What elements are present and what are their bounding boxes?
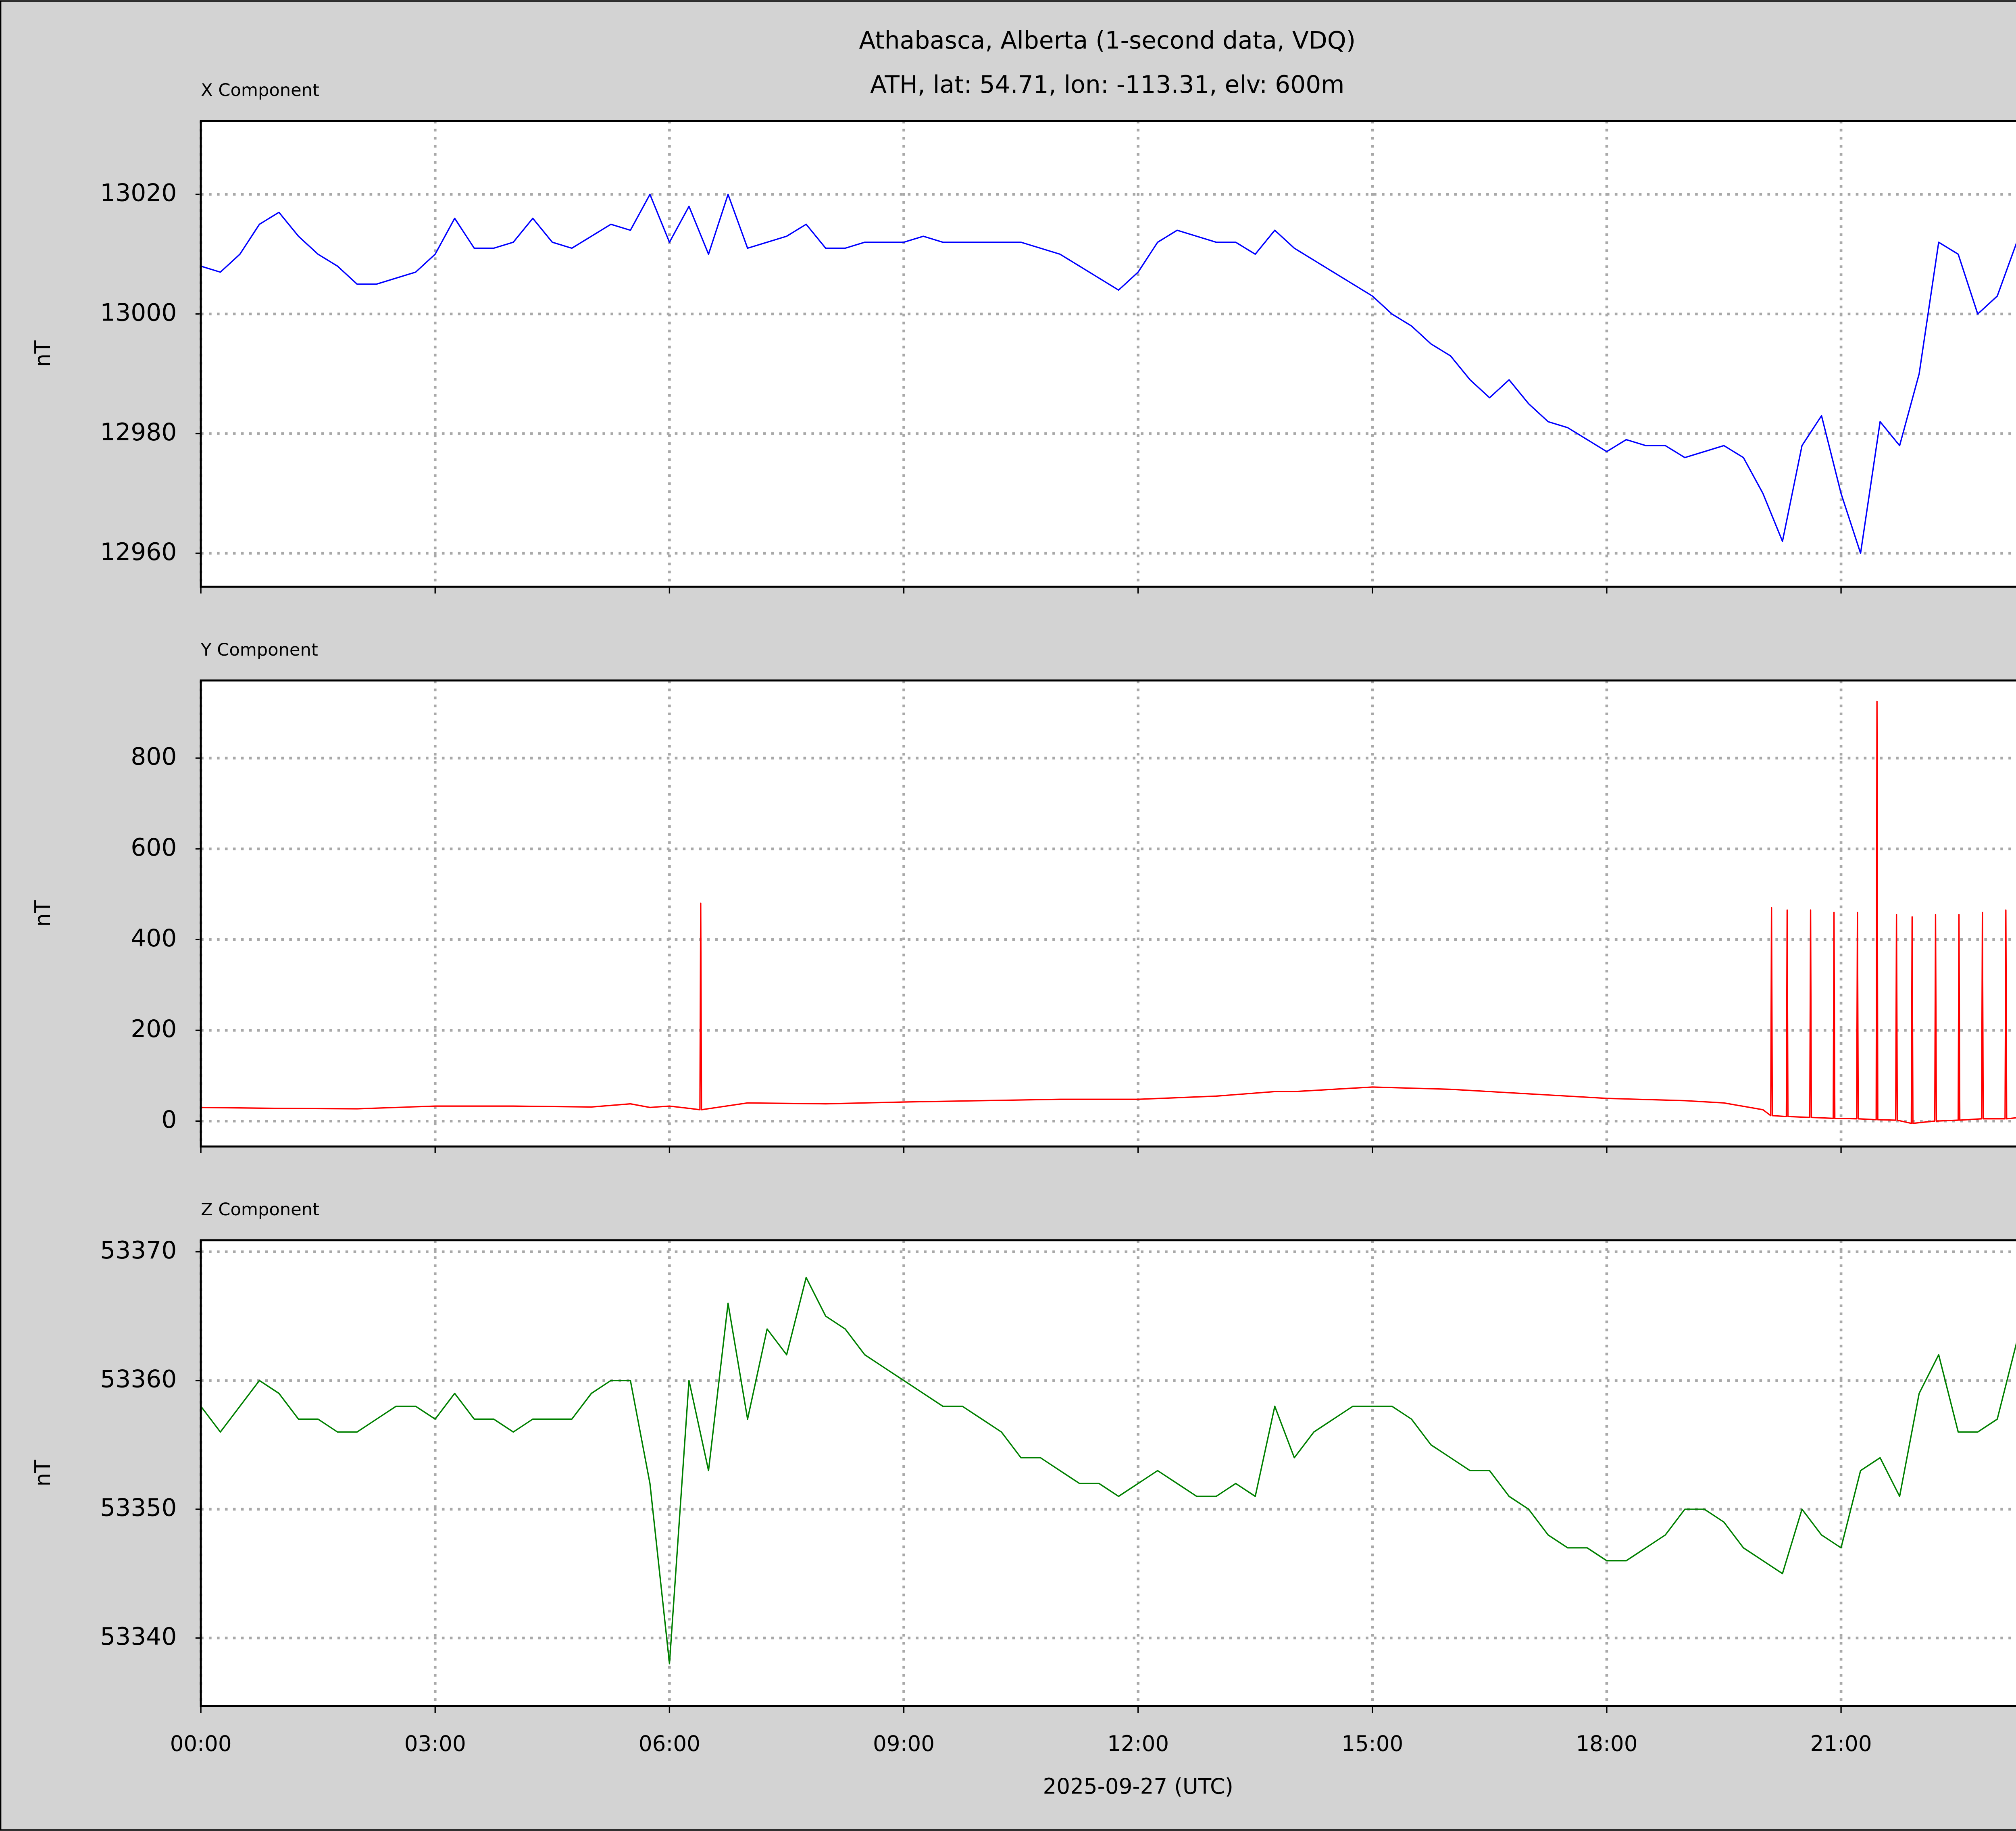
y-tick-label: 12980 — [100, 419, 177, 446]
y-tick-label: 12960 — [100, 538, 177, 566]
y-axis-label: nT — [30, 900, 55, 927]
y-tick-label: 13020 — [100, 179, 177, 207]
y-tick-label: 53350 — [100, 1494, 177, 1522]
data-line — [200, 1277, 2016, 1664]
x-tick-label: 21:00 — [1810, 1731, 1872, 1756]
x-axis-label: 2025-09-27 (UTC) — [1043, 1774, 1233, 1799]
data-line — [201, 700, 2016, 1124]
x-tick-label: 03:00 — [404, 1731, 466, 1756]
x-tick-label: 18:00 — [1576, 1731, 1637, 1756]
y-tick-label: 13000 — [100, 299, 177, 327]
y-tick-label: 200 — [131, 1015, 177, 1043]
x-tick-label: 15:00 — [1341, 1731, 1403, 1756]
figure-title: Athabasca, Alberta (1-second data, VDQ) — [859, 27, 1356, 54]
x-tick-label: 00:00 — [170, 1731, 232, 1756]
panel-title: Z Component — [201, 1200, 319, 1220]
y-tick-label: 800 — [131, 743, 177, 771]
data-line — [200, 194, 2016, 554]
plot-frame — [200, 679, 2016, 1148]
plot-area — [201, 121, 2016, 587]
y-tick-label: 53370 — [100, 1237, 177, 1264]
panel-title: Y Component — [200, 640, 318, 660]
y-tick-label: 0 — [161, 1106, 177, 1134]
y-tick-label: 53360 — [100, 1365, 177, 1393]
panel-title: X Component — [201, 80, 319, 100]
figure-subtitle: ATH, lat: 54.71, lon: -113.31, elv: 600m — [870, 71, 1344, 99]
y-tick-label: 600 — [131, 834, 177, 862]
y-axis-label: nT — [30, 340, 55, 367]
x-tick-label: 09:00 — [873, 1731, 935, 1756]
x-tick-label: 06:00 — [639, 1731, 700, 1756]
x-tick-label: 12:00 — [1107, 1731, 1169, 1756]
plot-frame — [200, 1239, 2016, 1707]
y-tick-label: 53340 — [100, 1623, 177, 1651]
y-tick-label: 400 — [131, 925, 177, 952]
plot-frame — [200, 120, 2016, 588]
y-axis-label: nT — [30, 1460, 55, 1487]
plot-area — [201, 1240, 2016, 1706]
plot-area — [201, 680, 2016, 1147]
